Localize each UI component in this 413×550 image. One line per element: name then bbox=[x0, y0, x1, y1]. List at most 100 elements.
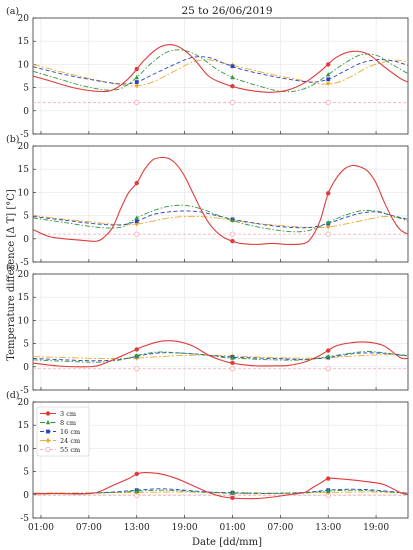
series-55-cm bbox=[33, 492, 408, 498]
panel-b: -5 0 5 10 15 20(b) bbox=[6, 134, 409, 268]
x-tick-label: 01:00 bbox=[28, 523, 54, 533]
y-tick-label: -5 bbox=[20, 258, 29, 268]
data-point bbox=[230, 217, 235, 223]
series-line-3-cm bbox=[32, 156, 409, 245]
x-axis-title: Date [dd/mm] bbox=[192, 537, 262, 548]
legend-item-3-cm: 3 cm bbox=[40, 410, 76, 418]
data-point bbox=[326, 80, 331, 87]
data-point bbox=[134, 347, 139, 352]
panel-frame bbox=[32, 145, 409, 263]
series-3-cm bbox=[32, 340, 409, 368]
data-point bbox=[134, 471, 139, 477]
legend-label: 16 cm bbox=[60, 428, 80, 436]
series-3-cm bbox=[32, 156, 409, 245]
data-point bbox=[134, 215, 139, 220]
y-tick-label: 5 bbox=[23, 84, 29, 94]
series-8-cm bbox=[32, 49, 409, 93]
y-tick-label: 5 bbox=[23, 468, 29, 478]
y-tick-label: 10 bbox=[18, 60, 30, 70]
legend-item-8-cm: 8 cm bbox=[40, 419, 76, 427]
y-axis-title: Temperature difference [Δ T] [°C] bbox=[6, 189, 17, 361]
series-line-16-cm bbox=[32, 488, 409, 494]
y-tick-label: 15 bbox=[18, 165, 30, 175]
data-point bbox=[326, 224, 331, 230]
legend-marker bbox=[45, 411, 51, 416]
x-tick-label: 13:00 bbox=[124, 523, 150, 533]
series-8-cm bbox=[32, 204, 409, 233]
y-tick-label: -5 bbox=[20, 130, 29, 140]
data-point bbox=[325, 231, 331, 237]
data-point bbox=[230, 495, 235, 501]
legend-label: 24 cm bbox=[60, 437, 80, 445]
series-line-8-cm bbox=[32, 351, 409, 363]
x-tick-label: 19:00 bbox=[363, 523, 389, 533]
data-point bbox=[230, 238, 235, 244]
data-point bbox=[326, 72, 331, 77]
y-tick-label: 5 bbox=[23, 340, 29, 350]
legend-box bbox=[36, 406, 90, 457]
series-3-cm bbox=[32, 471, 409, 501]
y-tick-label: 10 bbox=[18, 444, 30, 454]
series-55-cm bbox=[32, 366, 408, 372]
legend-marker bbox=[45, 446, 51, 453]
panel-label: (a) bbox=[6, 6, 19, 17]
data-point bbox=[230, 74, 235, 80]
series-8-cm bbox=[32, 351, 409, 363]
legend-item-16-cm: 16 cm bbox=[40, 428, 80, 436]
data-point bbox=[326, 353, 331, 359]
data-point bbox=[134, 366, 140, 372]
legend-item-24-cm: 24 cm bbox=[40, 437, 80, 445]
data-point bbox=[229, 366, 236, 372]
data-point bbox=[326, 348, 331, 353]
data-point bbox=[326, 476, 331, 481]
data-point bbox=[134, 80, 139, 84]
x-tick-label: 01:00 bbox=[219, 523, 245, 533]
legend-marker bbox=[45, 437, 51, 444]
y-tick-label: 5 bbox=[23, 212, 29, 222]
series-line-24-cm bbox=[32, 59, 409, 87]
panel-frame bbox=[32, 273, 409, 391]
data-point bbox=[326, 488, 331, 493]
series-55-cm bbox=[33, 231, 408, 237]
data-point bbox=[230, 490, 235, 495]
y-tick-label: -5 bbox=[20, 386, 29, 396]
y-tick-label: 10 bbox=[18, 188, 30, 198]
y-tick-label: 15 bbox=[18, 293, 30, 303]
series-line-16-cm bbox=[32, 352, 409, 362]
y-tick-label: 20 bbox=[18, 14, 30, 24]
data-point bbox=[134, 231, 140, 237]
panel-a: -5 0 5 10 15 20(a) bbox=[6, 6, 409, 140]
data-point bbox=[230, 355, 235, 360]
y-tick-label: 0 bbox=[23, 107, 29, 117]
series-8-cm bbox=[32, 488, 409, 495]
y-tick-label: 20 bbox=[18, 142, 30, 152]
data-point bbox=[326, 219, 331, 225]
data-point bbox=[134, 66, 139, 72]
x-tick-label: 13:00 bbox=[315, 523, 341, 533]
series-55-cm bbox=[33, 99, 408, 106]
y-tick-label: 20 bbox=[18, 398, 30, 408]
y-tick-label: 15 bbox=[18, 421, 30, 431]
data-point bbox=[326, 77, 331, 82]
series-16-cm bbox=[32, 210, 409, 229]
panel-frame bbox=[32, 401, 409, 519]
panel-label: (d) bbox=[6, 390, 20, 401]
series-line-8-cm bbox=[32, 49, 409, 93]
data-point bbox=[134, 99, 140, 106]
legend-marker bbox=[46, 429, 50, 434]
data-point bbox=[230, 84, 235, 89]
data-point bbox=[325, 366, 331, 372]
y-tick-label: -5 bbox=[20, 514, 29, 524]
data-point bbox=[134, 219, 139, 224]
legend-marker bbox=[45, 419, 51, 425]
series-3-cm bbox=[32, 44, 409, 93]
x-tick-label: 07:00 bbox=[267, 523, 293, 533]
data-point bbox=[230, 360, 235, 366]
panel-d: -5 0 5 10 15 20(d) 01:00 07:00 13:00 19:00 01:00 07… bbox=[6, 390, 409, 533]
chart-title: 25 to 26/06/2019 bbox=[181, 5, 272, 17]
series-line-24-cm bbox=[32, 354, 409, 360]
panel-label: (c) bbox=[6, 262, 19, 273]
data-point bbox=[326, 62, 331, 67]
data-point bbox=[134, 488, 139, 493]
panel-label: (b) bbox=[6, 134, 20, 145]
